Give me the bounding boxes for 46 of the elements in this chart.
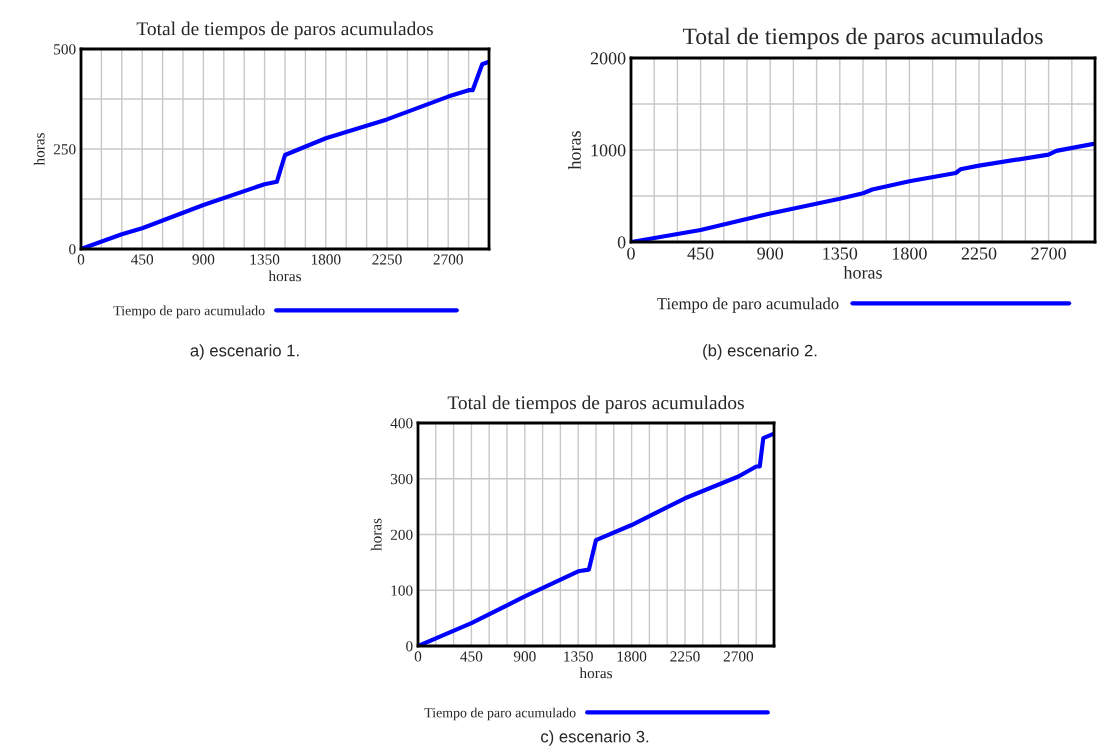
x-tick-label: 2250 [670, 651, 700, 662]
x-tick-label: 1350 [250, 254, 280, 265]
y-axis-title: horas [568, 131, 581, 170]
y-tick-label: 400 [390, 418, 413, 429]
chart-title: Total de tiempos de paros acumulados [682, 27, 1043, 50]
x-tick-label: 0 [414, 651, 422, 662]
x-axis-title: horas [268, 270, 301, 282]
x-tick-label: 450 [460, 651, 483, 662]
y-axis-title: horas [33, 133, 45, 166]
x-tick-label: 0 [627, 247, 635, 260]
x-tick-label: 2250 [961, 247, 997, 260]
text: Tiempo de paro acumulado [424, 707, 576, 721]
x-tick-label: 2250 [372, 254, 402, 265]
x-tick-label: 450 [131, 254, 154, 265]
x-tick-label: 450 [687, 247, 714, 260]
x-tick-label: 0 [77, 254, 85, 265]
x-tick-label: 1800 [892, 247, 927, 260]
x-tick-label: 2700 [1031, 247, 1066, 260]
y-tick-label: 250 [53, 144, 76, 155]
x-tick-label: 900 [513, 651, 536, 662]
x-tick-label: 1800 [311, 254, 341, 265]
x-tick-label: 2700 [723, 651, 754, 662]
text: c) escenario 3. [541, 730, 649, 746]
y-tick-label: 300 [390, 473, 413, 485]
text: Tiempo de paro acumulado [113, 305, 265, 319]
y-tick-label: 100 [391, 585, 413, 596]
x-tick-label: 900 [192, 254, 215, 265]
x-axis-title: horas [579, 667, 612, 679]
text: Tiempo de paro acumulado [657, 297, 839, 313]
x-tick-label: 1350 [823, 247, 858, 260]
x-tick-label: 2700 [433, 254, 463, 265]
x-tick-label: 1350 [564, 651, 593, 662]
chart-title: Total de tiempos de paros acumulados [136, 21, 433, 40]
y-axis-title: horas [370, 518, 382, 551]
text: a) escenario 1. [190, 344, 299, 360]
y-tick-label: 2000 [590, 52, 626, 65]
x-tick-label: 900 [757, 247, 784, 260]
y-tick-label: 500 [54, 44, 76, 55]
text: (b) escenario 2. [703, 344, 817, 360]
y-tick-label: 1000 [591, 144, 626, 157]
y-tick-label: 0 [617, 236, 626, 249]
y-tick-label: 0 [406, 641, 413, 652]
chart-title: Total de tiempos de paros acumulados [447, 395, 744, 414]
x-tick-label: 1800 [617, 651, 647, 662]
y-tick-label: 200 [390, 529, 413, 540]
x-axis-title: horas [843, 266, 882, 279]
